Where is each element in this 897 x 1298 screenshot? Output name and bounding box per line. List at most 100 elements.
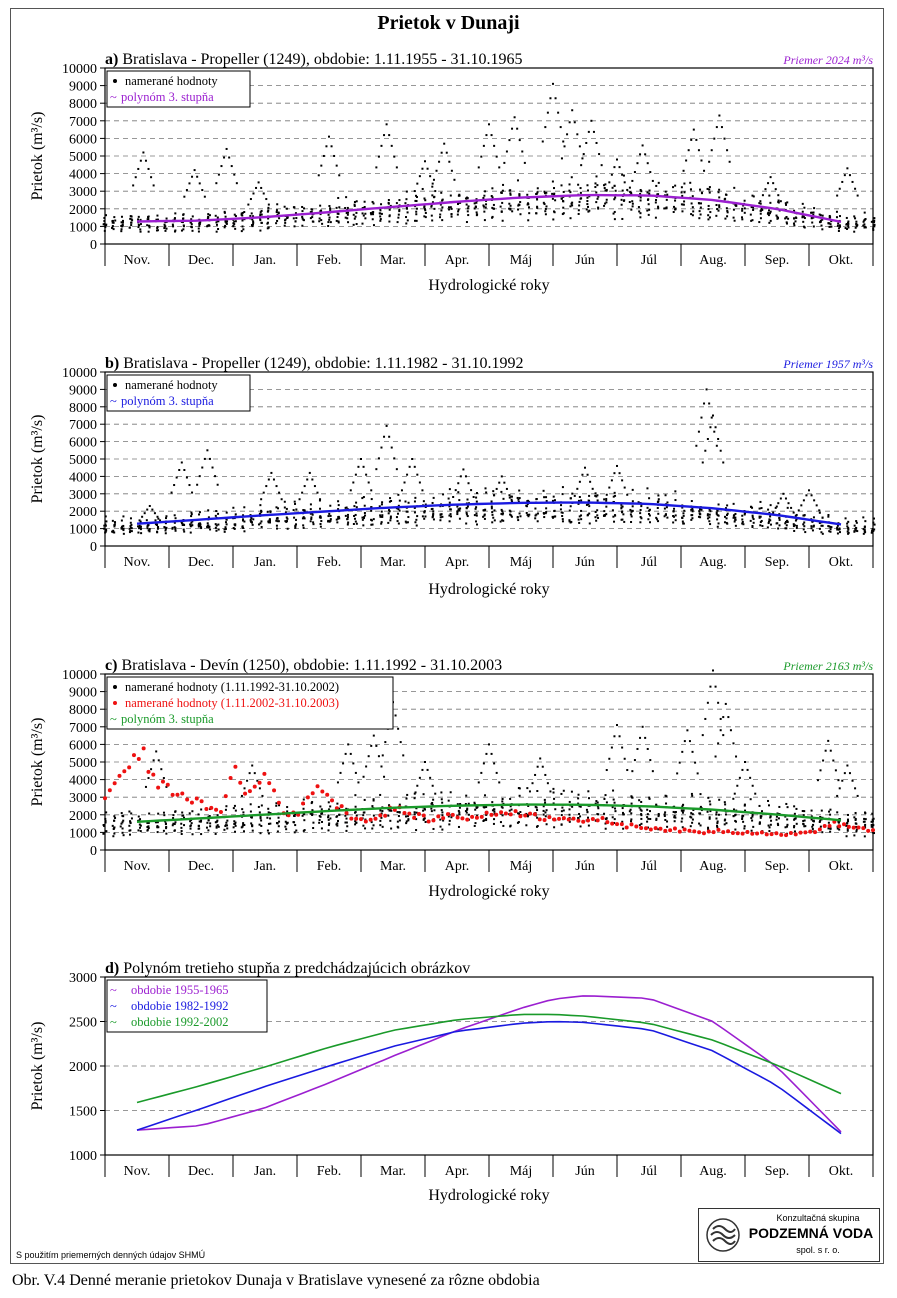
data-point	[648, 497, 651, 500]
data-point	[726, 514, 729, 517]
data-point	[596, 805, 599, 808]
data-point	[493, 509, 496, 512]
data-point	[810, 494, 813, 497]
data-point	[585, 141, 588, 144]
data-point	[257, 181, 260, 184]
data-point	[465, 511, 468, 514]
data-point	[509, 824, 512, 827]
data-point	[708, 216, 711, 219]
data-point	[690, 500, 693, 503]
data-point	[312, 827, 315, 830]
data-point	[621, 811, 624, 814]
data-point	[475, 500, 478, 503]
data-point	[128, 226, 131, 229]
data-point	[639, 736, 642, 739]
figure-title: Prietok v Dunaji	[377, 12, 520, 34]
data-point	[784, 826, 787, 829]
data-point	[120, 812, 123, 815]
data-point	[653, 826, 658, 831]
data-point	[475, 514, 478, 517]
data-point	[803, 206, 806, 209]
data-point	[560, 823, 563, 826]
data-point	[306, 478, 309, 481]
data-point	[710, 416, 713, 419]
data-point	[689, 825, 692, 828]
data-point	[699, 206, 702, 209]
data-point	[197, 230, 200, 233]
data-point	[327, 829, 330, 832]
data-point	[432, 518, 435, 521]
data-point	[517, 519, 520, 522]
data-point	[345, 807, 348, 810]
data-point	[587, 816, 590, 819]
data-point	[302, 829, 305, 832]
data-point	[743, 804, 746, 807]
data-point	[424, 211, 427, 214]
data-point	[139, 228, 142, 231]
x-tick-label: Nov.	[124, 555, 151, 570]
data-point	[426, 167, 429, 170]
data-point	[640, 814, 643, 817]
data-point	[724, 702, 727, 705]
data-point	[718, 114, 721, 117]
data-point	[173, 526, 176, 529]
data-point	[226, 824, 229, 827]
data-point	[241, 525, 244, 528]
data-point	[334, 806, 339, 811]
data-point	[536, 809, 539, 812]
data-point	[864, 218, 867, 221]
data-point	[312, 523, 315, 526]
data-point	[368, 817, 373, 822]
data-point	[209, 528, 212, 531]
data-point	[363, 798, 366, 801]
data-point	[509, 805, 512, 808]
data-point	[501, 800, 504, 803]
data-point	[336, 824, 339, 827]
data-point	[104, 515, 107, 518]
data-point	[448, 488, 451, 491]
data-point	[544, 210, 547, 213]
data-point	[269, 510, 272, 513]
data-point	[630, 820, 633, 823]
data-point	[517, 203, 520, 206]
data-point	[397, 216, 400, 219]
data-point	[337, 517, 340, 520]
data-point	[344, 216, 347, 219]
data-point	[734, 204, 737, 207]
data-point	[613, 818, 616, 821]
data-point	[493, 519, 496, 522]
data-point	[543, 798, 546, 801]
data-point	[751, 815, 754, 818]
data-point	[726, 512, 729, 515]
data-point	[384, 741, 387, 744]
data-point	[430, 807, 433, 810]
data-point	[715, 512, 718, 515]
data-point	[516, 179, 519, 182]
data-point	[646, 813, 649, 816]
y-tick-label: 6000	[69, 436, 97, 451]
data-point	[526, 787, 529, 790]
data-point	[447, 799, 450, 802]
data-point	[129, 529, 132, 532]
data-point	[405, 797, 408, 800]
data-point	[406, 521, 409, 524]
data-point	[528, 811, 533, 816]
data-point	[644, 153, 647, 156]
data-point	[655, 199, 658, 202]
data-point	[319, 498, 322, 501]
data-point	[215, 221, 218, 224]
data-point	[610, 821, 615, 826]
data-point	[841, 180, 844, 183]
data-point	[760, 519, 763, 522]
data-point	[657, 494, 660, 497]
data-point	[139, 218, 142, 221]
data-point	[500, 191, 503, 194]
data-point	[204, 807, 209, 812]
data-point	[164, 529, 167, 532]
data-point	[389, 819, 392, 822]
data-point	[571, 204, 574, 207]
data-point	[509, 193, 512, 196]
data-point	[335, 164, 338, 167]
data-point	[741, 514, 744, 517]
data-point	[579, 825, 582, 828]
